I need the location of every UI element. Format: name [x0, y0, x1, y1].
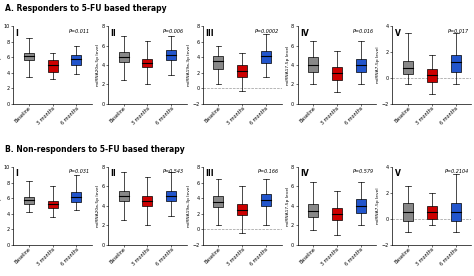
Text: P=0.579: P=0.579: [353, 169, 374, 174]
Bar: [142, 59, 153, 67]
Bar: [118, 52, 128, 62]
Bar: [47, 60, 58, 72]
Text: P=0.166: P=0.166: [258, 169, 279, 174]
Text: P=0.006: P=0.006: [163, 29, 184, 34]
Text: III: III: [205, 29, 214, 38]
Bar: [166, 50, 176, 60]
Text: I: I: [16, 29, 18, 38]
Text: IV: IV: [300, 169, 309, 178]
Bar: [47, 201, 58, 208]
Text: A. Responders to 5-FU based therapy: A. Responders to 5-FU based therapy: [5, 4, 166, 13]
Bar: [308, 57, 318, 72]
Bar: [427, 69, 437, 82]
Bar: [356, 199, 366, 213]
Text: B. Non-responders to 5-FU based therapy: B. Non-responders to 5-FU based therapy: [5, 145, 184, 154]
Text: P=0.011: P=0.011: [68, 29, 90, 34]
Bar: [451, 55, 461, 71]
Bar: [118, 191, 128, 201]
Bar: [261, 194, 271, 206]
Bar: [332, 208, 342, 221]
Bar: [237, 203, 247, 215]
Text: P=0.543: P=0.543: [163, 169, 184, 174]
Text: III: III: [205, 169, 214, 178]
Y-axis label: miRNA20a-5p level: miRNA20a-5p level: [96, 44, 100, 86]
Text: II: II: [110, 169, 116, 178]
Text: V: V: [395, 29, 401, 38]
Bar: [403, 61, 413, 74]
Bar: [24, 53, 34, 60]
Bar: [72, 55, 82, 65]
Bar: [332, 67, 342, 80]
Y-axis label: miRNA20a-5p level: miRNA20a-5p level: [96, 185, 100, 227]
Bar: [213, 196, 223, 207]
Bar: [237, 65, 247, 77]
Text: I: I: [16, 169, 18, 178]
Text: P=0.031: P=0.031: [68, 169, 90, 174]
Text: P=0.0002: P=0.0002: [255, 29, 279, 34]
Bar: [142, 196, 153, 206]
Bar: [72, 192, 82, 202]
Text: IV: IV: [300, 29, 309, 38]
Text: P=0.2104: P=0.2104: [445, 169, 469, 174]
Text: V: V: [395, 169, 401, 178]
Bar: [451, 203, 461, 221]
Bar: [356, 59, 366, 72]
Y-axis label: miRNA17-5p level: miRNA17-5p level: [286, 186, 290, 225]
Y-axis label: miRNA7-5p level: miRNA7-5p level: [376, 187, 380, 224]
Bar: [213, 56, 223, 69]
Y-axis label: miRNA19a-3p level: miRNA19a-3p level: [187, 185, 191, 227]
Bar: [308, 204, 318, 217]
Text: P=0.017: P=0.017: [447, 29, 469, 34]
Bar: [261, 51, 271, 63]
Text: II: II: [110, 29, 116, 38]
Y-axis label: miRNA223-3p level: miRNA223-3p level: [0, 185, 2, 227]
Bar: [427, 206, 437, 219]
Y-axis label: miRNA223-3p level: miRNA223-3p level: [0, 44, 2, 86]
Y-axis label: miRNA19a-3p level: miRNA19a-3p level: [187, 44, 191, 86]
Text: P=0.016: P=0.016: [353, 29, 374, 34]
Bar: [403, 203, 413, 221]
Y-axis label: miRNA17-5p level: miRNA17-5p level: [286, 45, 290, 85]
Bar: [24, 197, 34, 203]
Bar: [166, 191, 176, 201]
Y-axis label: miRNA7-5p level: miRNA7-5p level: [376, 47, 380, 83]
